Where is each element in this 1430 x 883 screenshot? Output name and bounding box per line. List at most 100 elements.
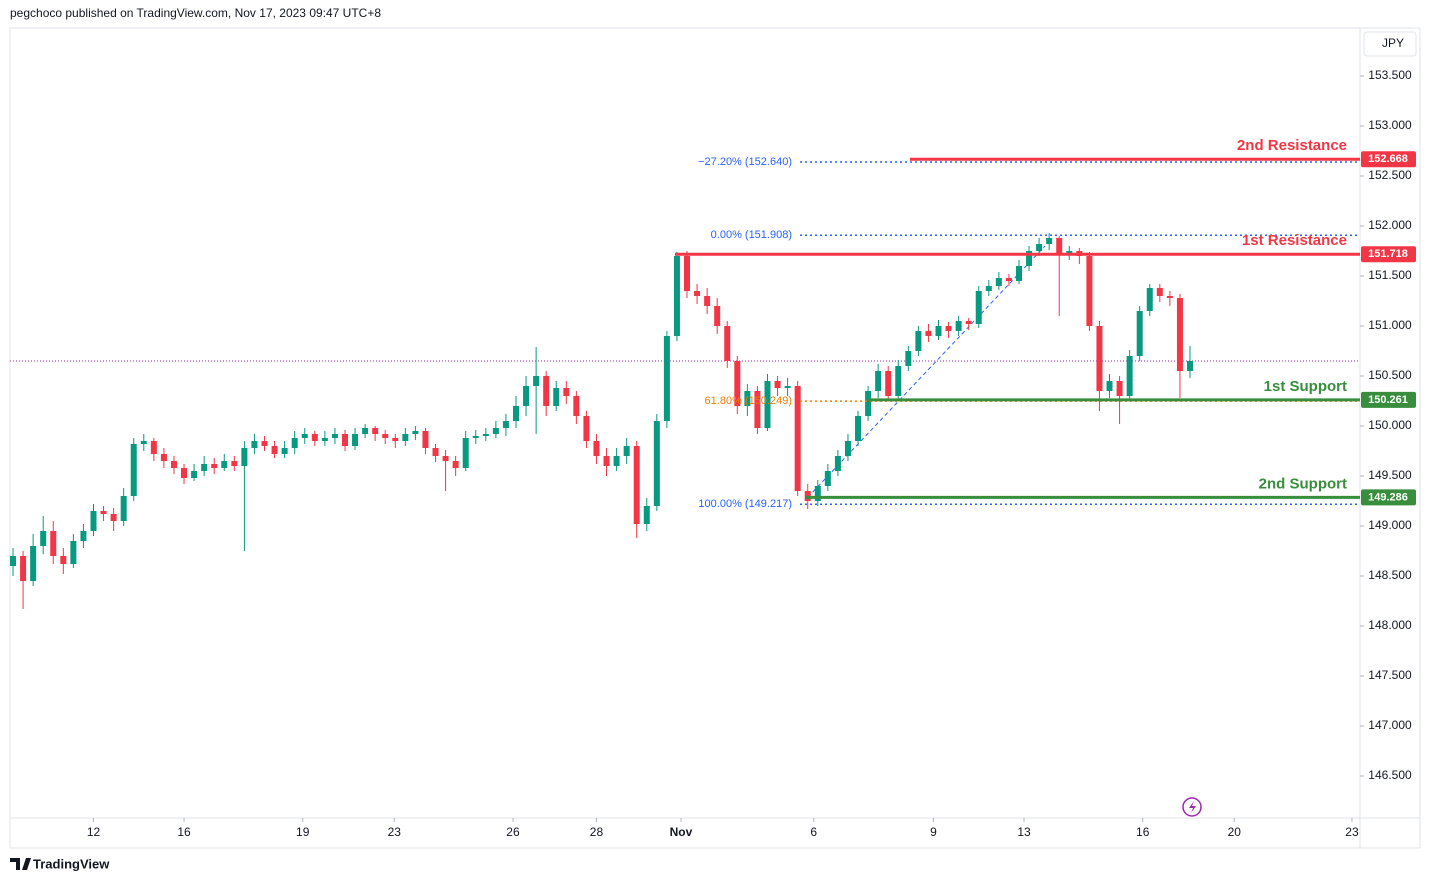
candle-body — [10, 556, 17, 566]
candle-body — [231, 461, 238, 466]
x-tick-label: 16 — [177, 825, 191, 839]
y-tick-label: 150.000 — [1368, 418, 1412, 432]
candle-body — [432, 448, 439, 456]
candle-body — [271, 446, 278, 454]
candle-body — [291, 438, 298, 448]
candle-body — [412, 431, 419, 434]
header: pegchoco published on TradingView.com, N… — [10, 6, 381, 20]
logo: TradingView — [10, 856, 110, 871]
candle-body — [945, 326, 952, 331]
candle-body — [905, 351, 912, 366]
candle-body — [834, 456, 841, 471]
y-tick-label: 152.500 — [1368, 168, 1412, 182]
y-tick-label: 149.500 — [1368, 468, 1412, 482]
candle-body — [865, 391, 872, 416]
candle-body — [50, 531, 57, 556]
candle-body — [110, 514, 117, 521]
x-tick-label: 23 — [388, 825, 402, 839]
price-badge — [1361, 391, 1416, 408]
price-badge-label: 152.668 — [1368, 153, 1408, 165]
x-tick-label: 13 — [1017, 825, 1031, 839]
candle-body — [794, 386, 801, 491]
candle-body — [724, 326, 731, 361]
x-tick-label: 16 — [1136, 825, 1150, 839]
candle-body — [1026, 251, 1033, 266]
candle-body — [462, 438, 469, 468]
candle-body — [130, 444, 137, 496]
candle-body — [20, 556, 27, 581]
candle-body — [251, 441, 258, 448]
candle-body — [211, 464, 218, 468]
lightning-icon[interactable] — [1182, 797, 1202, 817]
candle-body — [352, 434, 359, 446]
candle-body — [362, 428, 369, 434]
candle-body — [543, 376, 550, 406]
y-tick-label: 147.500 — [1368, 668, 1412, 682]
candle-body — [613, 456, 620, 466]
candle-body — [70, 541, 77, 564]
chart-frame — [9, 27, 1421, 849]
level-name: 1st Support — [1264, 378, 1347, 395]
price-badge — [1361, 151, 1416, 168]
candle-body — [472, 436, 479, 438]
candle-body — [1015, 266, 1022, 281]
y-tick-label: 148.000 — [1368, 618, 1412, 632]
candle-body — [684, 256, 691, 291]
candle-body — [754, 391, 761, 428]
fib-label: 61.80% (150.249) — [705, 395, 792, 407]
x-tick-label: 12 — [87, 825, 101, 839]
level-name: 2nd Resistance — [1237, 137, 1347, 154]
candle-body — [885, 371, 892, 396]
candle-body — [1005, 278, 1012, 281]
currency-box[interactable] — [1363, 31, 1417, 57]
level-name: 1st Resistance — [1242, 232, 1347, 249]
candle-body — [764, 381, 771, 428]
y-tick-label: 147.000 — [1368, 718, 1412, 732]
candle-body — [844, 441, 851, 456]
candle-body — [301, 434, 308, 438]
fib-label: −27.20% (152.640) — [698, 156, 792, 168]
candle-body — [80, 531, 87, 541]
candle-body — [201, 464, 208, 471]
candle-body — [694, 291, 701, 296]
candle-body — [623, 446, 630, 456]
candle-body — [30, 546, 37, 581]
candle-body — [1036, 244, 1043, 251]
candle-body — [1156, 288, 1163, 296]
price-badge-label: 150.261 — [1368, 394, 1408, 406]
candle-body — [774, 381, 781, 388]
candle-body — [855, 416, 862, 441]
candle-body — [60, 556, 67, 564]
candle-body — [603, 456, 610, 466]
candle-body — [382, 434, 389, 438]
candle-body — [523, 386, 530, 406]
candle-body — [40, 531, 47, 546]
candle-body — [975, 291, 982, 324]
candle-body — [261, 441, 268, 446]
candle-body — [784, 386, 791, 388]
fib-label: 0.00% (151.908) — [711, 229, 792, 241]
y-tick-label: 150.500 — [1368, 368, 1412, 382]
candle-body — [331, 434, 338, 438]
price-badge — [1361, 246, 1416, 263]
candle-body — [1126, 356, 1133, 396]
candle-body — [533, 376, 540, 386]
currency: JPY — [1382, 36, 1404, 50]
candle-body — [321, 438, 328, 441]
candle-body — [1186, 361, 1193, 371]
candle-body — [452, 461, 459, 468]
icon-bolt — [1189, 801, 1196, 813]
fib-trend-line — [807, 245, 1046, 498]
candle-body — [1106, 381, 1113, 391]
candle-body — [704, 296, 711, 306]
candle-body — [170, 461, 177, 468]
x-tick-label: 23 — [1345, 825, 1359, 839]
candle-body — [895, 366, 902, 396]
fib-label: 100.00% (149.217) — [698, 498, 792, 510]
level-name: 2nd Support — [1259, 475, 1347, 492]
candle-body — [935, 326, 942, 336]
candle-body — [653, 421, 660, 506]
candle-body — [915, 331, 922, 351]
x-tick-label: Nov — [670, 825, 693, 839]
